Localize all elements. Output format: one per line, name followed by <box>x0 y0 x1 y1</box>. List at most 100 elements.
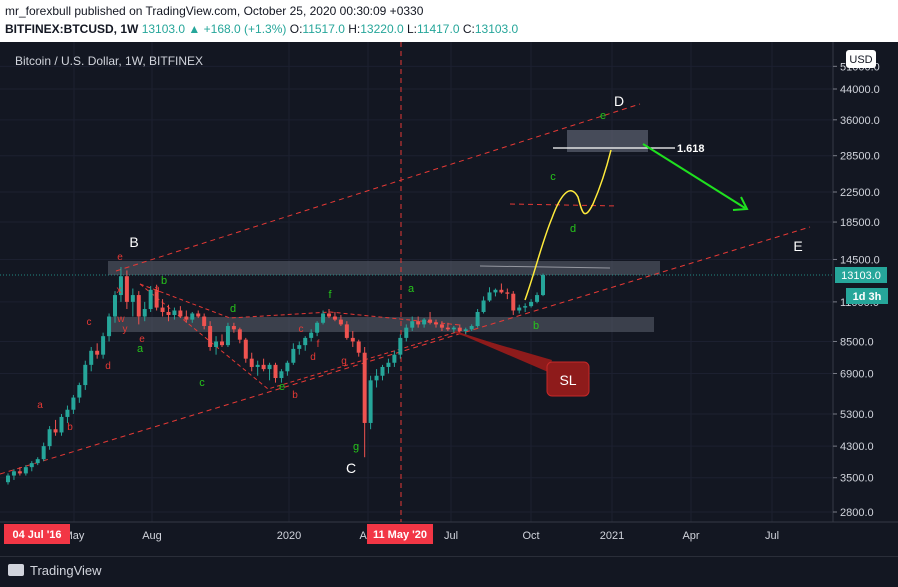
candle-body <box>267 364 272 370</box>
currency-button[interactable] <box>846 50 876 68</box>
candle-body <box>107 316 112 337</box>
open-label: O: <box>289 22 303 36</box>
candle-body <box>416 321 421 325</box>
candle-body <box>71 397 76 410</box>
minor-label: a <box>37 400 43 411</box>
candle-body <box>439 324 444 328</box>
candle-body <box>148 289 153 310</box>
price-tick-label: 22500.0 <box>840 187 880 199</box>
price-axis[interactable]: 51000.044000.036000.028500.022500.018500… <box>833 61 880 519</box>
candle-body <box>65 409 70 417</box>
candle-body <box>523 306 528 308</box>
candle-body <box>47 429 52 447</box>
resistance-zone <box>108 261 660 275</box>
candle-body <box>196 313 201 317</box>
projection-arrow <box>642 143 746 209</box>
candle-body <box>184 316 189 320</box>
candle-body <box>166 311 171 315</box>
candle-body <box>535 295 540 302</box>
minor-label: b <box>533 320 539 332</box>
candle-body <box>451 327 456 330</box>
candle-body <box>487 292 492 301</box>
candle-body <box>303 337 308 346</box>
minor-label: c <box>299 324 304 335</box>
minor-label: a <box>154 284 160 295</box>
channel-upper-line <box>115 103 641 272</box>
candle-body <box>344 324 349 338</box>
candle-body <box>101 336 106 355</box>
minor-label: e <box>600 110 606 122</box>
candle-body <box>53 429 58 433</box>
candle-body <box>160 307 165 312</box>
candle-body <box>77 385 82 398</box>
chart-title: Bitcoin / U.S. Dollar, 1W, BITFINEX <box>15 54 203 68</box>
time-tick-label: Jul <box>444 530 458 542</box>
candle-body <box>279 371 284 379</box>
sl-label: SL <box>559 372 576 388</box>
candle-body <box>469 326 474 330</box>
candle-body <box>434 322 438 325</box>
candle-body <box>529 301 534 307</box>
price-tick-label: 5300.0 <box>840 409 874 421</box>
fib-label: 1.618 <box>677 143 705 155</box>
time-tick-label: Apr <box>682 530 699 542</box>
candle-body <box>392 354 397 363</box>
candle-body <box>261 364 266 370</box>
minor-label: d <box>105 361 111 372</box>
candle-body <box>374 375 379 381</box>
candle-body <box>83 364 88 386</box>
minor-label: d <box>310 352 316 363</box>
candle-body <box>113 295 117 317</box>
candle-body <box>89 350 94 365</box>
arrow-head-icon <box>732 196 749 211</box>
minor-label: e <box>117 252 123 263</box>
candle-body <box>505 292 510 294</box>
candle-body <box>273 364 278 379</box>
tradingview-logo[interactable]: TradingView <box>8 563 102 578</box>
time-badge-marker-label: 11 May '20 <box>373 529 427 541</box>
high-value: 13220.0 <box>360 22 404 36</box>
low-value: 11417.0 <box>417 22 460 36</box>
candle-body <box>541 275 545 296</box>
countdown-label: 1d 3h <box>853 291 882 303</box>
candle-body <box>291 348 296 363</box>
price-tick-label: 36000.0 <box>840 115 880 127</box>
candles <box>6 267 545 485</box>
price-tick-label: 28500.0 <box>840 151 880 163</box>
minor-label: c <box>550 171 556 183</box>
minor-label: e <box>139 334 145 345</box>
price-badge <box>835 267 887 283</box>
price-tick-label: 44000.0 <box>840 84 880 96</box>
minor-label: b <box>161 275 167 287</box>
candle-body <box>214 341 219 347</box>
price-tick-label: 8500.0 <box>840 336 874 348</box>
candle-body <box>231 326 236 330</box>
sl-pointer-wedge <box>455 332 552 372</box>
up-arrow-icon: ▲ <box>188 22 201 36</box>
minor-label: w <box>116 314 125 325</box>
candle-body <box>59 416 64 433</box>
candle-body <box>190 313 195 320</box>
wave-projection-path <box>524 149 612 301</box>
candle-body <box>481 300 486 312</box>
candle-body <box>41 446 46 460</box>
candle-body <box>321 313 326 323</box>
candle-body <box>386 362 391 367</box>
candle-body <box>332 316 337 320</box>
price-chart[interactable]: Bitcoin / U.S. Dollar, 1W, BITFINEX 1.61… <box>0 42 898 556</box>
countdown-badge <box>846 288 888 304</box>
footer: TradingView <box>0 556 898 587</box>
wave-label-b: B <box>129 234 138 250</box>
minor-label: d <box>230 303 236 315</box>
minor-label: c <box>199 377 205 389</box>
time-axis[interactable]: MayAug2020AprJulOct2021AprJul <box>64 530 779 542</box>
symbol-line: BITFINEX:BTCUSD, 1W 13103.0 ▲ +168.0 (+1… <box>5 22 518 36</box>
minor-label: y <box>123 324 128 335</box>
price-tick-label: 4300.0 <box>840 441 874 453</box>
candle-body <box>499 289 504 293</box>
candle-body <box>285 362 290 372</box>
candle-body <box>255 364 260 367</box>
time-tick-label: Oct <box>522 530 539 542</box>
time-tick-label: 2020 <box>277 530 301 542</box>
candle-body <box>350 337 355 342</box>
